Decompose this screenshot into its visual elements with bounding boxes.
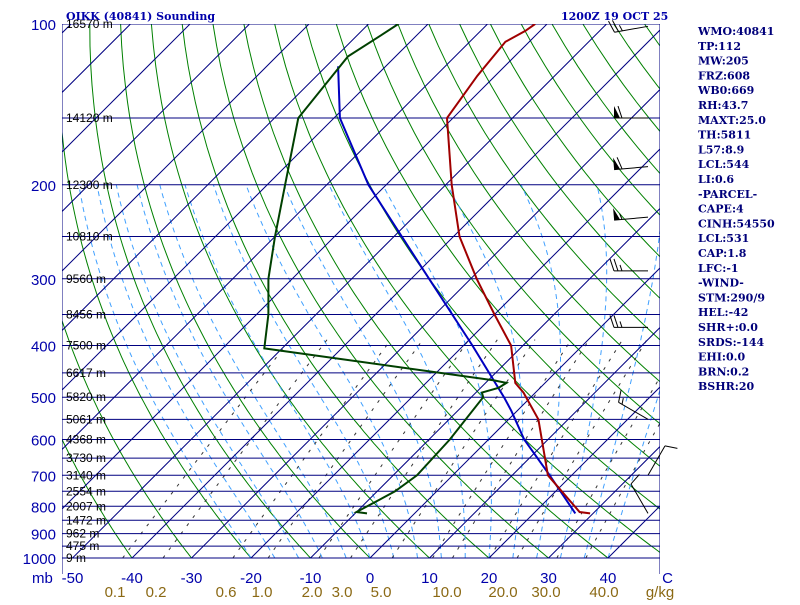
index-line: BRN:0.2 (698, 365, 749, 378)
mixing-ratio-tick-label: 0.2 (146, 584, 167, 600)
height-label: 3140 m (66, 468, 106, 482)
index-line: MW:205 (698, 55, 749, 68)
height-label: 7500 m (66, 339, 106, 353)
height-label: 4368 m (66, 433, 106, 447)
pressure-tick-label: 400 (31, 339, 56, 356)
index-line: SHR+:0.0 (698, 321, 758, 334)
mixing-ratio-tick-label: 10.0 (432, 584, 461, 600)
pressure-tick-label: 200 (31, 178, 56, 195)
index-line: MAXT:25.0 (698, 114, 766, 127)
index-line: CAP:1.8 (698, 247, 747, 260)
index-line: BSHR:20 (698, 380, 754, 393)
index-line: STM:290/9 (698, 291, 765, 304)
index-line: CAPE:4 (698, 203, 744, 216)
height-label: 9560 m (66, 272, 106, 286)
mixing-ratio-unit-label: g/kg (646, 584, 674, 600)
height-label: 5061 m (66, 412, 106, 426)
mixing-ratio-tick-label: 5.0 (371, 584, 392, 600)
pressure-unit-label: mb (32, 570, 53, 587)
pressure-tick-label: 700 (31, 468, 56, 485)
index-line: -PARCEL- (698, 188, 757, 201)
pressure-tick-label: 600 (31, 433, 56, 450)
mixing-ratio-tick-label: 3.0 (332, 584, 353, 600)
height-label: 12300 m (66, 178, 113, 192)
mixing-ratio-tick-label: 0.1 (105, 584, 126, 600)
mixing-ratio-tick-label: 40.0 (589, 584, 618, 600)
mixing-ratio-tick-label: 2.0 (302, 584, 323, 600)
index-line: LI:0.6 (698, 173, 734, 186)
pressure-tick-label: 900 (31, 527, 56, 544)
index-line: WMO:40841 (697, 25, 774, 38)
height-label: 3730 m (66, 451, 106, 465)
height-label: 8456 m (66, 308, 106, 322)
index-line: LFC:-1 (698, 262, 739, 275)
index-line: LCL:531 (698, 232, 749, 245)
height-label: 6617 m (66, 366, 106, 380)
index-line: HEL:-42 (698, 306, 748, 319)
height-label: 2554 m (66, 484, 106, 498)
mixing-ratio-tick-label: 30.0 (531, 584, 560, 600)
height-label: 14120 m (66, 111, 113, 125)
index-line: -WIND- (698, 277, 744, 290)
height-label: 9 m (66, 551, 86, 565)
index-line: RH:43.7 (698, 99, 748, 112)
index-line: SRDS:-144 (698, 336, 765, 349)
index-line: TH:5811 (698, 129, 751, 142)
mixing-ratio-tick-label: 0.6 (216, 584, 237, 600)
chart-valid-time: 1200Z 19 OCT 25 (561, 10, 668, 23)
index-line: LCL:544 (698, 158, 750, 171)
index-line: EHI:0.0 (698, 351, 745, 364)
index-line: WB0:669 (697, 84, 754, 97)
temperature-tick-label: -30 (181, 570, 203, 587)
index-line: CINH:54550 (698, 217, 775, 230)
mixing-ratio-tick-label: 1.0 (252, 584, 273, 600)
pressure-tick-label: 300 (31, 272, 56, 289)
height-label: 2007 m (66, 499, 106, 513)
height-label: 1472 m (66, 513, 106, 527)
pressure-tick-label: 100 (31, 17, 56, 34)
mixing-ratio-tick-label: 20.0 (488, 584, 517, 600)
temperature-tick-label: -50 (62, 570, 84, 587)
pressure-tick-label: 1000 (23, 551, 56, 568)
index-line: TP:112 (698, 40, 741, 53)
index-line: L57:8.9 (698, 143, 744, 156)
chart-title: OIKK (40841) Sounding (66, 10, 215, 23)
height-label: 10810 m (66, 229, 113, 243)
pressure-tick-label: 500 (31, 390, 56, 407)
height-label: 5820 m (66, 390, 106, 404)
index-line: FRZ:608 (698, 69, 750, 82)
pressure-tick-label: 800 (31, 499, 56, 516)
